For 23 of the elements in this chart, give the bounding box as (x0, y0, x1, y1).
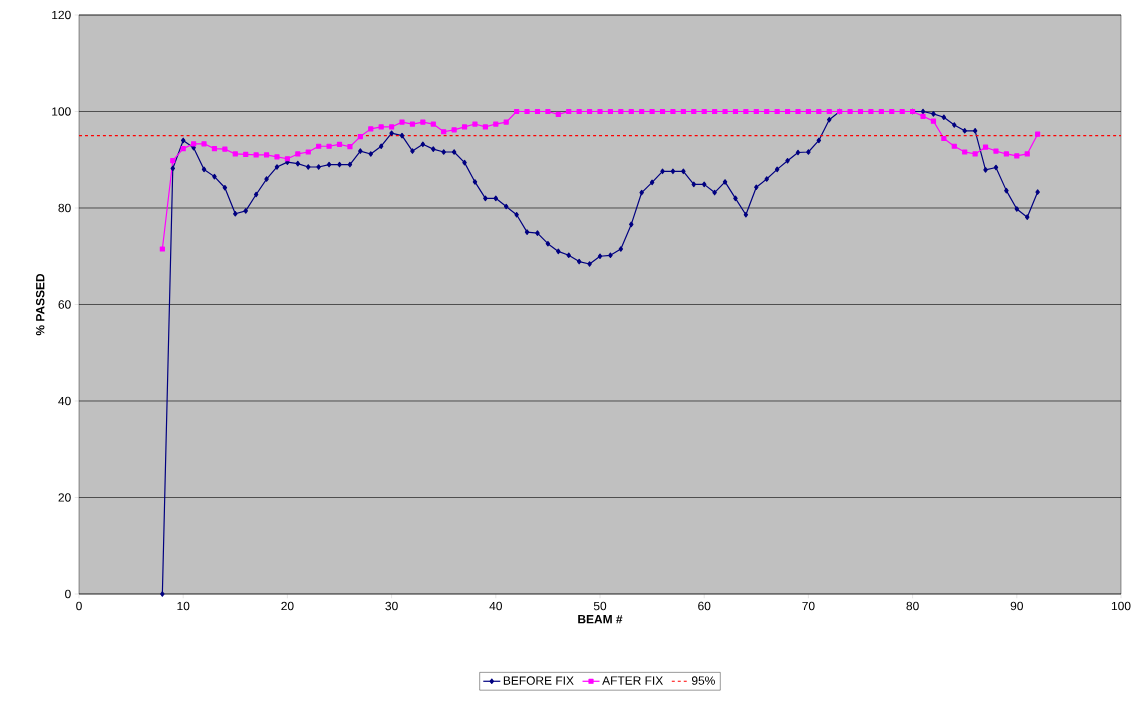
x-tick-label: 60 (698, 601, 711, 611)
x-tick-label: 100 (1111, 601, 1131, 611)
legend-label: BEFORE FIX (503, 676, 574, 685)
x-tick-label: 10 (177, 601, 190, 611)
y-tick-label: 0 (65, 589, 71, 599)
y-tick-label: 60 (58, 300, 71, 309)
x-tick-label: 30 (385, 601, 398, 611)
x-tick-label: 0 (76, 601, 82, 611)
x-tick-label: 90 (1010, 601, 1023, 611)
y-axis-title: % PASSED (35, 273, 45, 336)
x-tick-label: 70 (802, 601, 815, 611)
y-tick-label: 100 (52, 107, 71, 116)
y-tick-label: 80 (58, 203, 71, 213)
y-tick-label: 120 (52, 10, 71, 20)
legend-label: AFTER FIX (602, 676, 663, 685)
x-tick-label: 50 (593, 601, 607, 611)
x-tick-label: 20 (281, 601, 294, 611)
x-tick-label: 40 (489, 601, 502, 611)
x-tick-label: 80 (906, 601, 919, 611)
legend-label: 95% (691, 676, 715, 685)
y-tick-label: 40 (58, 396, 71, 406)
x-axis-title: BEAM # (578, 615, 623, 624)
y-tick-label: 20 (58, 493, 71, 502)
